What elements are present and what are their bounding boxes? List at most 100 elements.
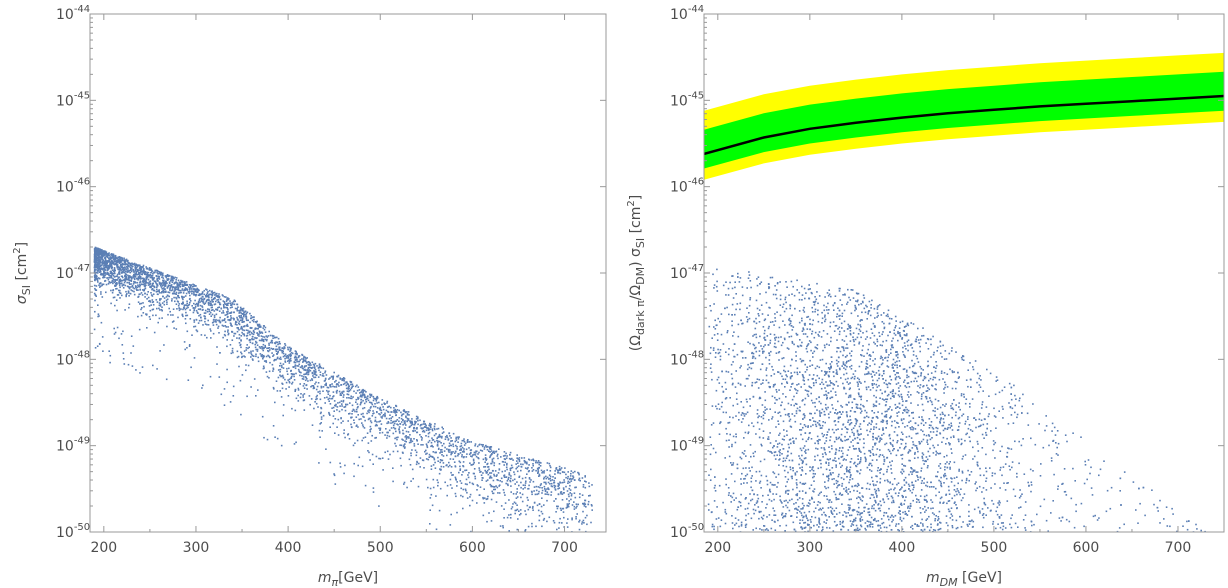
scatter-point bbox=[143, 285, 146, 287]
scatter-point bbox=[426, 452, 428, 455]
scatter-point bbox=[402, 452, 404, 454]
scatter-point bbox=[352, 396, 354, 398]
scatter-point bbox=[563, 488, 565, 491]
scatter-point bbox=[315, 388, 318, 391]
scatter-point bbox=[133, 271, 135, 273]
scatter-point bbox=[156, 368, 158, 370]
scatter-point bbox=[399, 423, 402, 425]
scatter-point bbox=[450, 471, 452, 474]
scatter-point bbox=[137, 315, 139, 318]
scatter-point bbox=[207, 302, 210, 305]
scatter-point bbox=[475, 450, 477, 452]
scatter-point bbox=[240, 327, 242, 329]
scatter-point bbox=[139, 277, 141, 280]
scatter-point bbox=[388, 429, 391, 432]
scatter-point bbox=[258, 335, 260, 337]
scatter-point bbox=[255, 395, 257, 397]
scatter-point bbox=[429, 428, 431, 430]
scatter-point bbox=[439, 535, 441, 537]
scatter-point bbox=[175, 277, 178, 279]
scatter-point bbox=[395, 410, 397, 413]
scatter-point bbox=[378, 407, 381, 410]
scatter-point bbox=[180, 302, 183, 305]
scatter-point bbox=[358, 418, 360, 421]
scatter-point bbox=[735, 435, 737, 438]
scatter-point bbox=[405, 424, 407, 426]
scatter-point bbox=[135, 272, 137, 274]
scatter-point bbox=[345, 381, 347, 383]
scatter-point bbox=[930, 523, 932, 526]
scatter-point bbox=[121, 279, 123, 282]
scatter-point bbox=[487, 495, 489, 498]
scatter-point bbox=[503, 451, 506, 453]
scatter-point bbox=[379, 428, 382, 431]
scatter-point bbox=[361, 422, 363, 424]
scatter-point bbox=[814, 367, 817, 370]
scatter-point bbox=[342, 377, 344, 380]
scatter-point bbox=[202, 324, 204, 326]
scatter-point bbox=[458, 453, 460, 455]
scatter-point bbox=[409, 464, 412, 466]
scatter-point bbox=[144, 283, 146, 285]
scatter-point bbox=[439, 436, 441, 438]
scatter-point bbox=[111, 273, 113, 276]
scatter-point bbox=[263, 325, 265, 327]
scatter-point bbox=[925, 509, 927, 512]
scatter-point bbox=[222, 319, 225, 321]
scatter-point bbox=[146, 327, 148, 329]
scatter-point bbox=[408, 437, 410, 439]
scatter-point bbox=[113, 271, 116, 273]
scatter-point bbox=[116, 265, 119, 267]
scatter-point bbox=[402, 413, 405, 415]
scatter-point bbox=[156, 293, 159, 295]
scatter-point bbox=[498, 448, 500, 450]
scatter-point bbox=[192, 290, 194, 293]
scatter-point bbox=[197, 288, 199, 291]
scatter-point bbox=[113, 327, 115, 330]
scatter-point bbox=[156, 288, 158, 291]
scatter-point bbox=[217, 301, 219, 304]
scatter-point bbox=[452, 451, 454, 453]
scatter-point bbox=[240, 351, 242, 354]
scatter-point bbox=[288, 381, 291, 384]
scatter-point bbox=[374, 405, 377, 408]
scatter-point bbox=[524, 484, 526, 487]
scatter-point bbox=[156, 277, 159, 280]
scatter-point bbox=[879, 449, 881, 451]
scatter-point bbox=[201, 306, 204, 308]
scatter-point bbox=[119, 292, 122, 295]
scatter-point bbox=[309, 366, 311, 369]
scatter-point bbox=[275, 341, 277, 343]
scatter-point bbox=[437, 456, 439, 459]
scatter-point bbox=[231, 302, 233, 304]
scatter-point bbox=[266, 375, 269, 378]
scatter-point bbox=[934, 407, 936, 409]
scatter-point bbox=[313, 387, 316, 389]
scatter-point bbox=[291, 352, 294, 355]
scatter-point bbox=[233, 303, 236, 306]
scatter-point bbox=[447, 438, 450, 440]
scatter-point bbox=[223, 301, 226, 303]
scatter-point bbox=[261, 354, 263, 356]
scatter-point bbox=[409, 434, 411, 436]
scatter-point bbox=[103, 267, 105, 269]
scatter-point bbox=[202, 384, 204, 387]
scatter-point bbox=[379, 420, 382, 422]
scatter-point bbox=[298, 360, 301, 363]
scatter-point bbox=[869, 358, 871, 360]
scatter-point bbox=[115, 260, 117, 263]
scatter-point bbox=[850, 377, 853, 380]
scatter-point bbox=[561, 493, 564, 495]
scatter-point bbox=[158, 302, 161, 304]
scatter-point bbox=[567, 475, 569, 478]
scatter-point bbox=[120, 269, 123, 271]
scatter-point bbox=[925, 397, 928, 400]
scatter-point bbox=[923, 433, 925, 436]
scatter-point bbox=[337, 434, 340, 436]
scatter-point bbox=[285, 381, 288, 384]
scatter-point bbox=[254, 343, 256, 346]
scatter-point bbox=[778, 359, 780, 361]
scatter-point bbox=[924, 422, 927, 424]
scatter-point bbox=[363, 390, 365, 392]
scatter-point bbox=[289, 349, 292, 351]
